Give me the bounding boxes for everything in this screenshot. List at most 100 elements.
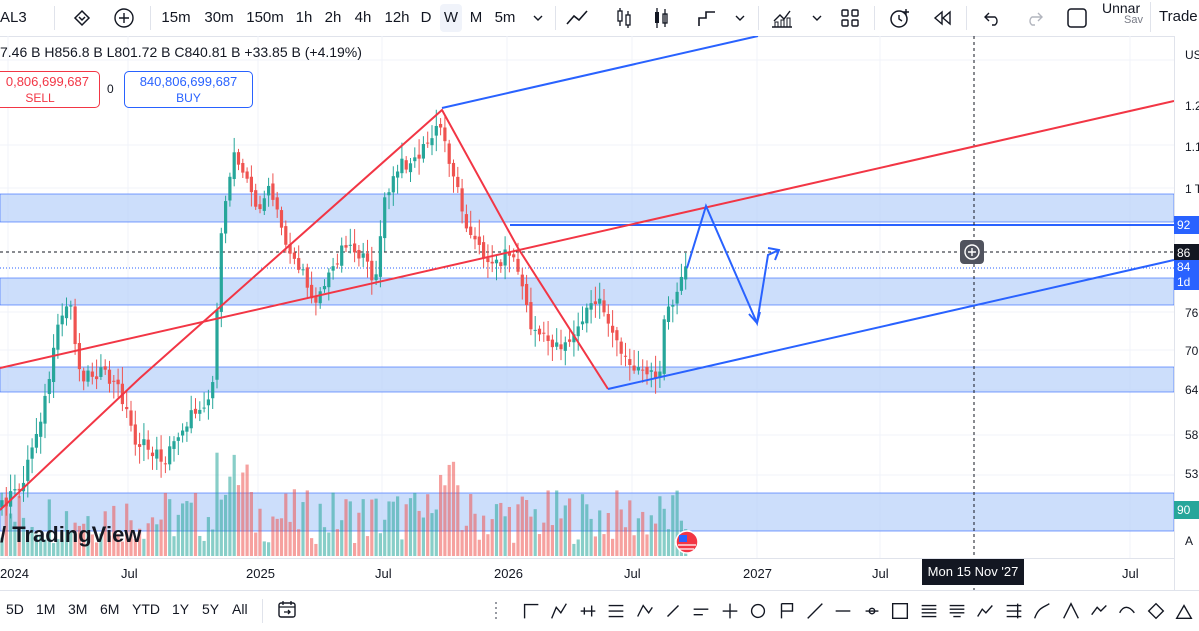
- pattern-icon[interactable]: [632, 598, 658, 624]
- chevron-down-icon[interactable]: [726, 4, 754, 32]
- interval-d[interactable]: D: [420, 9, 432, 26]
- volume-bar: [267, 542, 271, 556]
- candle-body: [245, 171, 249, 179]
- range-ytd[interactable]: YTD: [132, 601, 160, 617]
- price-scale[interactable]: [1174, 36, 1199, 590]
- add-symbol-icon[interactable]: [110, 4, 138, 32]
- shape-icon[interactable]: [1143, 598, 1169, 624]
- interval-w[interactable]: W: [440, 4, 462, 32]
- volume-bar: [391, 501, 395, 556]
- replay-icon[interactable]: [928, 4, 956, 32]
- volume-bar: [632, 535, 636, 556]
- volume-bar: [262, 541, 266, 556]
- undo-icon[interactable]: [979, 4, 1007, 32]
- layout-checkbox-icon[interactable]: [1063, 4, 1091, 32]
- volume-bar: [585, 504, 589, 556]
- range-5d[interactable]: 5D: [6, 601, 24, 617]
- candle-body: [469, 226, 473, 235]
- goto-date-icon[interactable]: [276, 598, 298, 625]
- fork-icon[interactable]: [1058, 598, 1084, 624]
- auto-scale-button[interactable]: A: [1185, 534, 1194, 548]
- sell-button[interactable]: 0,806,699,687 SELL: [0, 71, 100, 108]
- triangle-icon[interactable]: [1171, 598, 1197, 624]
- symbol-name[interactable]: AL3: [0, 9, 27, 26]
- zoom-icon[interactable]: [745, 598, 771, 624]
- rectangle-icon[interactable]: [916, 598, 942, 624]
- wave-icon[interactable]: [1086, 598, 1112, 624]
- candle-body: [378, 236, 382, 277]
- alert-clock-icon[interactable]: [886, 4, 914, 32]
- step-line-icon[interactable]: [694, 4, 722, 32]
- measure-icon[interactable]: [717, 598, 743, 624]
- interval-m[interactable]: M: [469, 9, 483, 26]
- volume-bar: [155, 524, 159, 556]
- volume-bar: [357, 512, 361, 556]
- candle-body: [327, 272, 331, 288]
- bar-chart-icon[interactable]: [610, 4, 638, 32]
- candle-body: [39, 421, 43, 437]
- interval-15m[interactable]: 15m: [161, 9, 191, 26]
- range-1y[interactable]: 1Y: [172, 601, 190, 617]
- cursor-icon[interactable]: [518, 598, 544, 624]
- range-5y[interactable]: 5Y: [202, 601, 220, 617]
- path-icon[interactable]: [944, 598, 970, 624]
- redo-icon[interactable]: [1020, 4, 1048, 32]
- magnet-icon[interactable]: [774, 598, 800, 624]
- chart-pane[interactable]: [0, 36, 1174, 590]
- buy-button[interactable]: 840,806,699,687 BUY: [124, 71, 253, 108]
- interval-12h[interactable]: 12h: [384, 9, 410, 26]
- range-all[interactable]: All: [232, 601, 248, 617]
- drag-handle-icon[interactable]: [494, 597, 498, 625]
- interval-5m[interactable]: 5m: [494, 9, 516, 26]
- eye-icon[interactable]: [830, 598, 856, 624]
- sell-price: 0,806,699,687: [5, 74, 89, 89]
- projection-arrow-mid: [748, 311, 761, 326]
- layouts-grid-icon[interactable]: [836, 4, 864, 32]
- projection-icon[interactable]: [1029, 598, 1055, 624]
- interval-150m[interactable]: 150m: [246, 9, 284, 26]
- price-range-icon[interactable]: [972, 598, 998, 624]
- candle-body: [520, 274, 524, 287]
- volume-bar: [284, 493, 288, 556]
- interval-1h[interactable]: 1h: [295, 9, 313, 26]
- fib-icon[interactable]: [603, 598, 629, 624]
- candle-body: [374, 274, 378, 281]
- indicators-icon[interactable]: [768, 4, 796, 32]
- chevron-down-icon[interactable]: [803, 4, 831, 32]
- candle-body: [636, 367, 640, 371]
- time-axis[interactable]: [0, 558, 1174, 591]
- trade-button[interactable]: Trade: [1150, 2, 1199, 32]
- curve-icon[interactable]: [1114, 598, 1140, 624]
- range-6m[interactable]: 6M: [100, 601, 120, 617]
- trend-line-icon[interactable]: [575, 598, 601, 624]
- toolbar-divider: [150, 6, 151, 30]
- add-alert-plus-icon[interactable]: [960, 240, 984, 264]
- spread-value: 0: [107, 82, 114, 96]
- range-3m[interactable]: 3M: [68, 601, 88, 617]
- line-chart-icon[interactable]: [563, 4, 591, 32]
- volume-bar: [520, 496, 524, 556]
- interval-30m[interactable]: 30m: [204, 9, 234, 26]
- interval-4h[interactable]: 4h: [354, 9, 372, 26]
- volume-bar: [288, 521, 292, 556]
- crosshair-icon[interactable]: [546, 598, 572, 624]
- ruler-icon[interactable]: [887, 598, 913, 624]
- lock-icon[interactable]: [802, 598, 828, 624]
- layout-name[interactable]: Unnar: [1102, 0, 1141, 16]
- text-icon[interactable]: [688, 598, 714, 624]
- volume-bar: [348, 501, 352, 556]
- interval-2h[interactable]: 2h: [324, 9, 342, 26]
- range-1m[interactable]: 1M: [36, 601, 56, 617]
- chevron-down-icon[interactable]: [524, 4, 552, 32]
- anchor-icon[interactable]: [1001, 598, 1027, 624]
- candles-icon[interactable]: [647, 4, 675, 32]
- volume-bar: [331, 492, 335, 556]
- compare-symbol-icon[interactable]: [68, 4, 96, 32]
- time-label: Jul: [872, 566, 889, 581]
- brush-icon[interactable]: [660, 598, 686, 624]
- time-label: 2025: [246, 566, 275, 581]
- volume-bar: [90, 534, 94, 556]
- candle-body: [176, 437, 180, 441]
- volume-bar: [443, 485, 447, 556]
- trash-icon[interactable]: [859, 598, 885, 624]
